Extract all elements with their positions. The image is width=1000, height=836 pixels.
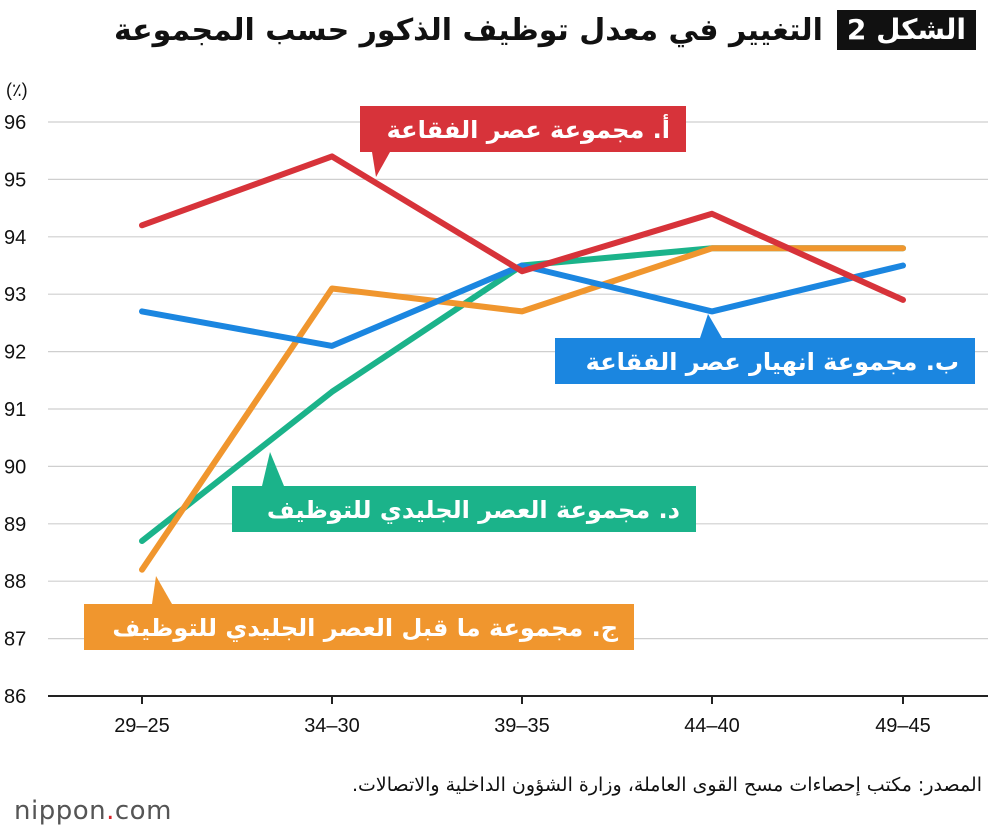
series-line-0	[139, 153, 906, 303]
series-label-pointer	[700, 314, 722, 338]
series-label-box	[360, 106, 686, 152]
y-tick-label: 92	[4, 342, 26, 364]
y-tick-label: 86	[4, 686, 26, 708]
y-tick-label: 90	[4, 456, 26, 478]
series-label-box	[555, 338, 975, 384]
series-label: ب. مجموعة انهيار عصر الفقاعة	[586, 348, 959, 376]
nippon-logo: nippon.com	[14, 796, 172, 826]
chart-header: التغيير في معدل توظيف الذكور حسب المجموع…	[114, 10, 976, 50]
y-tick-label: 94	[4, 227, 26, 249]
x-tick-label: 29–25	[114, 715, 170, 737]
logo-dot: .	[106, 796, 115, 826]
series-lines	[139, 153, 906, 573]
x-tick-label: 34–30	[304, 715, 360, 737]
y-axis-unit: (٪)	[6, 80, 28, 100]
logo-prefix: nippon	[14, 796, 107, 826]
series-label: أ. مجموعة عصر الفقاعة	[387, 114, 670, 144]
series-labels: أ. مجموعة عصر الفقاعة ب. مجموعة انهيار عص…	[84, 106, 975, 650]
series-label-box	[232, 486, 696, 532]
series-line-2	[139, 245, 906, 573]
series-label-box	[84, 604, 634, 650]
series-label: د. مجموعة العصر الجليدي للتوظيف	[267, 496, 680, 524]
series-label-pointer	[372, 152, 390, 177]
figure-label: الشكل 2	[836, 10, 976, 50]
y-tick-label: 95	[4, 169, 26, 191]
y-tick-label: 96	[4, 112, 26, 134]
y-tick-label: 89	[4, 514, 26, 536]
y-tick-label: 88	[4, 571, 26, 593]
series-label-pointer	[152, 576, 172, 604]
logo-suffix: com	[114, 796, 172, 826]
series-label-pointer	[262, 452, 284, 486]
y-tick-label: 91	[4, 399, 26, 421]
y-axis-ticks: 86 87 88 89 90 91 92 93 94 95 96	[4, 112, 26, 708]
x-axis: 29–25 34–30 39–35 44–40 49–45	[48, 695, 988, 737]
x-tick-label: 39–35	[494, 715, 550, 737]
series-line-1	[139, 262, 906, 349]
x-tick-label: 44–40	[684, 715, 740, 737]
chart-title: التغيير في معدل توظيف الذكور حسب المجموع…	[113, 12, 823, 48]
source-note: المصدر: مكتب إحصاءات مسح القوى العاملة، …	[351, 774, 982, 796]
series-label: ج. مجموعة ما قبل العصر الجليدي للتوظيف	[112, 614, 618, 642]
y-tick-label: 87	[4, 629, 26, 651]
x-tick-label: 49–45	[875, 715, 931, 737]
y-tick-label: 93	[4, 284, 26, 306]
